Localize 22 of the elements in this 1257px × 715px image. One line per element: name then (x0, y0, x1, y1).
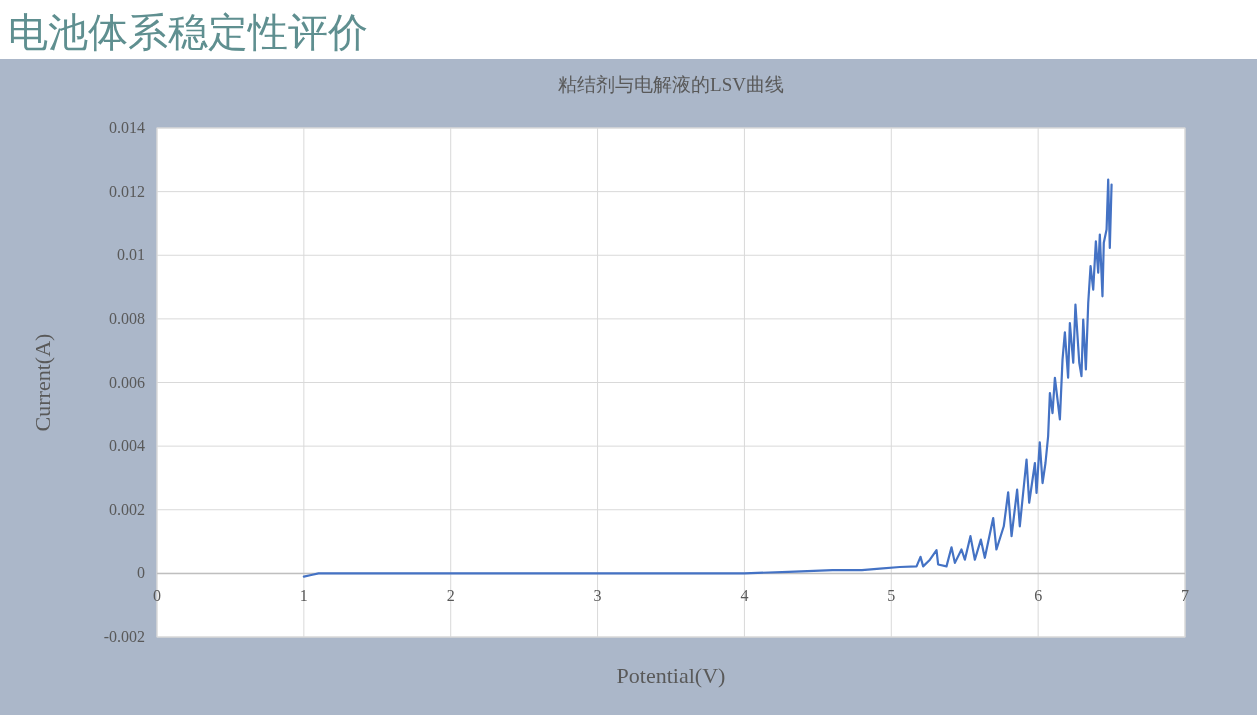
y-tick-label: -0.002 (103, 628, 145, 645)
y-tick-label: 0.004 (109, 437, 145, 455)
y-tick-label: 0.012 (109, 182, 145, 200)
y-tick-label: 0.002 (109, 500, 145, 518)
x-tick-label: 4 (740, 587, 749, 605)
x-tick-label: 1 (299, 587, 308, 605)
line-series (302, 178, 1113, 578)
x-tick-label: 5 (887, 587, 896, 605)
y-tick-label: 0.014 (109, 119, 145, 136)
x-tick-label: 7 (1181, 587, 1189, 605)
y-tick-label: 0.008 (109, 309, 145, 327)
y-axis-title: Current(A) (30, 333, 55, 432)
y-tick-label: 0.006 (109, 373, 145, 391)
x-tick-label: 6 (1034, 587, 1043, 605)
x-tick-label: 3 (593, 587, 602, 605)
x-axis-title: Potential(V) (616, 663, 726, 688)
x-tick-label: 2 (446, 587, 455, 605)
chart-title: 电池体系稳定性评价 (8, 9, 368, 55)
y-tick-label: 0 (137, 564, 145, 582)
x-tick-label: 0 (153, 587, 161, 605)
chart-subtitle: 粘结剂与电解液的LSV曲线 (558, 74, 784, 95)
y-tick-label: 0.01 (117, 246, 145, 264)
